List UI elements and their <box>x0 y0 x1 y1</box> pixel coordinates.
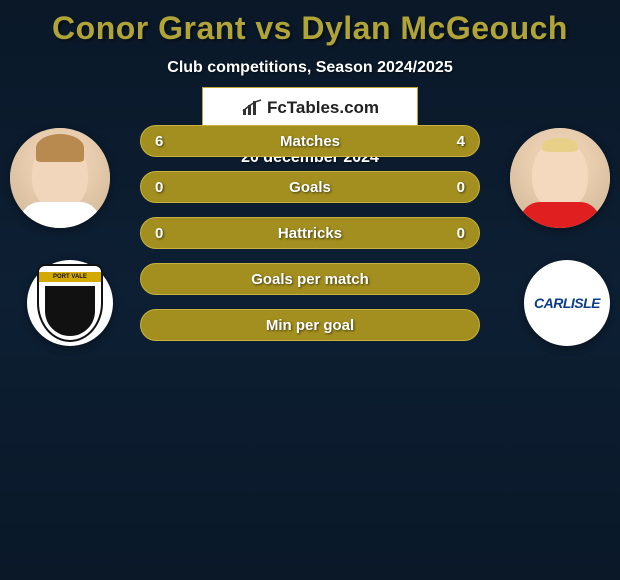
stat-right-value: 0 <box>457 225 465 242</box>
stat-label: Matches <box>141 133 479 150</box>
stat-left-value: 0 <box>155 225 163 242</box>
stat-row: Min per goal <box>140 309 480 341</box>
stats-panel: 6Matches40Goals00Hattricks0Goals per mat… <box>140 125 480 355</box>
stat-label: Hattricks <box>141 225 479 242</box>
stat-row: 0Goals0 <box>140 171 480 203</box>
stat-left-value: 6 <box>155 133 163 150</box>
chart-icon <box>241 99 263 117</box>
club-right-badge: CARLISLE <box>524 260 610 346</box>
branding-box: FcTables.com <box>202 87 418 129</box>
player-right-name: Dylan McGeouch <box>301 10 568 46</box>
club-left-label: PORT VALE <box>39 272 101 282</box>
stat-row: Goals per match <box>140 263 480 295</box>
stat-right-value: 0 <box>457 179 465 196</box>
page-title: Conor Grant vs Dylan McGeouch <box>0 0 620 47</box>
stat-right-value: 4 <box>457 133 465 150</box>
stat-row: 0Hattricks0 <box>140 217 480 249</box>
player-left-name: Conor Grant <box>52 10 246 46</box>
subtitle: Club competitions, Season 2024/2025 <box>0 59 620 77</box>
player-left-avatar <box>10 128 110 228</box>
vs-text: vs <box>255 10 301 46</box>
player-right-avatar <box>510 128 610 228</box>
stat-row: 6Matches4 <box>140 125 480 157</box>
club-left-badge: PORT VALE <box>27 260 113 346</box>
stat-label: Min per goal <box>141 317 479 334</box>
club-right-label: CARLISLE <box>534 295 600 311</box>
branding-text: FcTables.com <box>267 98 379 118</box>
stat-left-value: 0 <box>155 179 163 196</box>
stat-label: Goals per match <box>141 271 479 288</box>
stat-label: Goals <box>141 179 479 196</box>
crest-icon: PORT VALE <box>37 264 103 342</box>
